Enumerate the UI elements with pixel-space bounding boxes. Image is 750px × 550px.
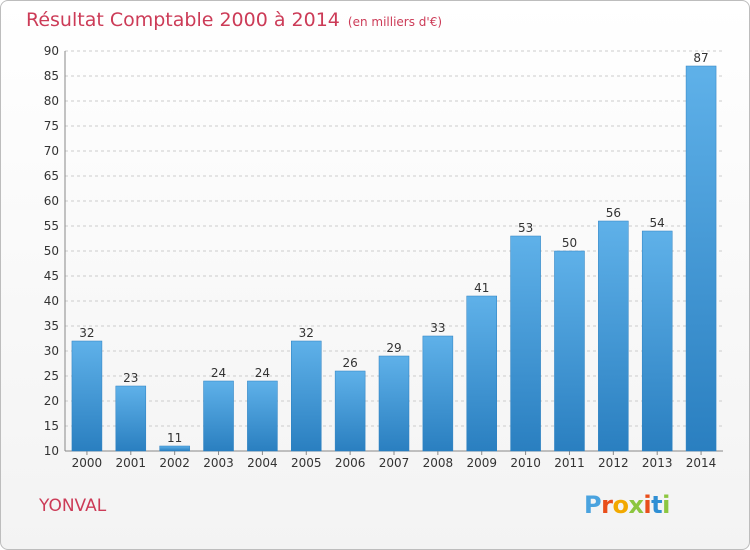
y-tick-label: 15 — [44, 419, 59, 433]
data-label: 50 — [562, 236, 577, 250]
y-tick-label: 30 — [44, 344, 59, 358]
data-label: 56 — [606, 206, 621, 220]
x-tick-label: 2004 — [247, 456, 278, 470]
bar — [378, 355, 410, 452]
data-label: 24 — [255, 366, 270, 380]
bar — [71, 340, 103, 452]
y-tick-label: 90 — [44, 44, 59, 58]
y-tick-label: 85 — [44, 69, 59, 83]
data-label: 41 — [474, 281, 489, 295]
x-tick-label: 2014 — [686, 456, 717, 470]
y-tick-label: 10 — [44, 444, 59, 458]
x-tick-label: 2003 — [203, 456, 234, 470]
x-tick-label: 2010 — [510, 456, 541, 470]
y-tick-label: 50 — [44, 244, 59, 258]
bar — [291, 340, 322, 452]
data-label: 33 — [430, 321, 445, 335]
x-tick-label: 2009 — [466, 456, 497, 470]
y-tick-label: 80 — [44, 94, 59, 108]
bar — [159, 445, 190, 452]
x-tick-label: 2012 — [598, 456, 629, 470]
data-label: 32 — [299, 326, 314, 340]
logo-letter: x — [628, 491, 644, 519]
x-tick-label: 2007 — [379, 456, 410, 470]
logo-letter: o — [612, 491, 629, 519]
chart-header: Résultat Comptable 2000 à 2014 (en millie… — [26, 9, 442, 31]
bar — [422, 335, 454, 452]
x-tick-label: 2006 — [335, 456, 366, 470]
y-tick-label: 65 — [44, 169, 59, 183]
data-label: 32 — [79, 326, 94, 340]
bar — [598, 220, 629, 452]
bar — [685, 65, 717, 452]
bar — [510, 235, 541, 452]
data-label: 87 — [693, 51, 708, 65]
bar — [247, 380, 278, 452]
bar — [554, 250, 585, 452]
y-tick-label: 55 — [44, 219, 59, 233]
data-labels: 32 23 11 24 24 32 26 29 33 41 53 50 56 54 87 — [79, 51, 708, 445]
data-label: 24 — [211, 366, 226, 380]
commune-name: YONVAL — [39, 496, 107, 516]
y-tick-label: 25 — [44, 369, 59, 383]
bar — [466, 295, 497, 452]
x-tick-label: 2001 — [116, 456, 147, 470]
logo-letter: r — [601, 491, 613, 519]
logo-letter: i — [662, 491, 670, 519]
y-tick-label: 35 — [44, 319, 59, 333]
chart-subtitle: (en milliers d'€) — [347, 15, 443, 29]
bar — [641, 230, 673, 452]
data-label: 54 — [650, 216, 665, 230]
x-tick-label: 2002 — [159, 456, 190, 470]
x-tick-label: 2013 — [642, 456, 673, 470]
bar — [203, 380, 234, 452]
x-tick-label: 2008 — [423, 456, 454, 470]
data-label: 26 — [342, 356, 357, 370]
x-tick-label: 2005 — [291, 456, 322, 470]
logo-letter: P — [584, 491, 602, 519]
data-label: 53 — [518, 221, 533, 235]
bar — [115, 385, 147, 452]
proxiti-logo[interactable]: Proxiti — [584, 491, 670, 519]
y-tick-label: 60 — [44, 194, 59, 208]
data-label: 29 — [386, 341, 401, 355]
bars — [71, 65, 717, 452]
logo-letter: t — [651, 491, 663, 519]
chart-title: Résultat Comptable 2000 à 2014 — [26, 9, 340, 31]
y-tick-label: 75 — [44, 119, 59, 133]
logo-letter: i — [643, 491, 652, 519]
y-tick-label: 40 — [44, 294, 59, 308]
bar — [334, 370, 366, 452]
data-label: 11 — [167, 431, 182, 445]
y-tick-label: 45 — [44, 269, 59, 283]
x-tick-label: 2000 — [72, 456, 103, 470]
y-tick-label: 20 — [44, 394, 59, 408]
data-label: 23 — [123, 371, 138, 385]
y-tick-label: 70 — [44, 144, 59, 158]
x-tick-label: 2011 — [554, 456, 585, 470]
